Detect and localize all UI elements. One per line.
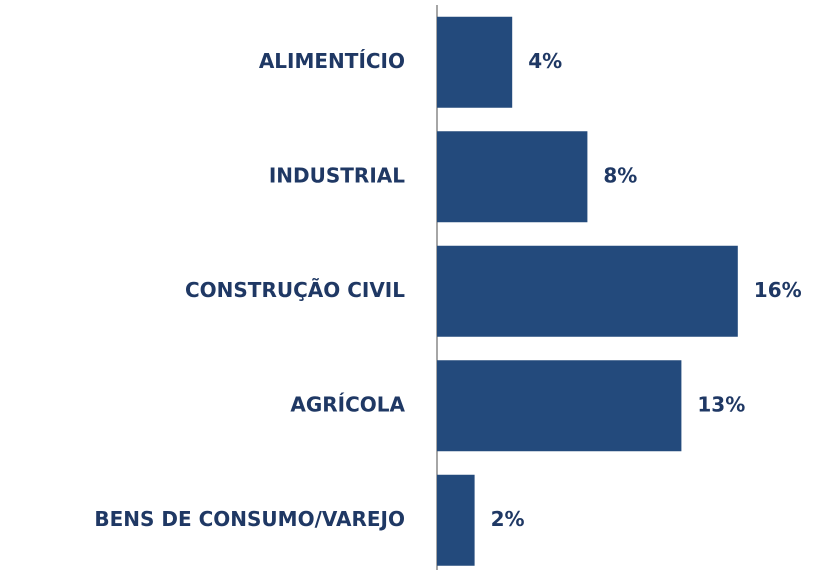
category-label: CONSTRUÇÃO CIVIL bbox=[185, 278, 405, 302]
value-label: 16% bbox=[754, 278, 802, 302]
category-label: INDUSTRIAL bbox=[269, 163, 405, 187]
value-label: 2% bbox=[491, 507, 525, 531]
bar bbox=[437, 131, 588, 223]
category-label: BENS DE CONSUMO/VAREJO bbox=[94, 507, 405, 531]
bar bbox=[437, 474, 475, 566]
category-label: AGRÍCOLA bbox=[290, 392, 405, 416]
value-label: 8% bbox=[603, 163, 637, 187]
value-label: 13% bbox=[697, 392, 745, 416]
bar bbox=[437, 360, 682, 452]
category-label: ALIMENTÍCIO bbox=[259, 49, 405, 73]
value-label: 4% bbox=[528, 49, 562, 73]
bar bbox=[437, 245, 738, 337]
bar bbox=[437, 16, 513, 108]
